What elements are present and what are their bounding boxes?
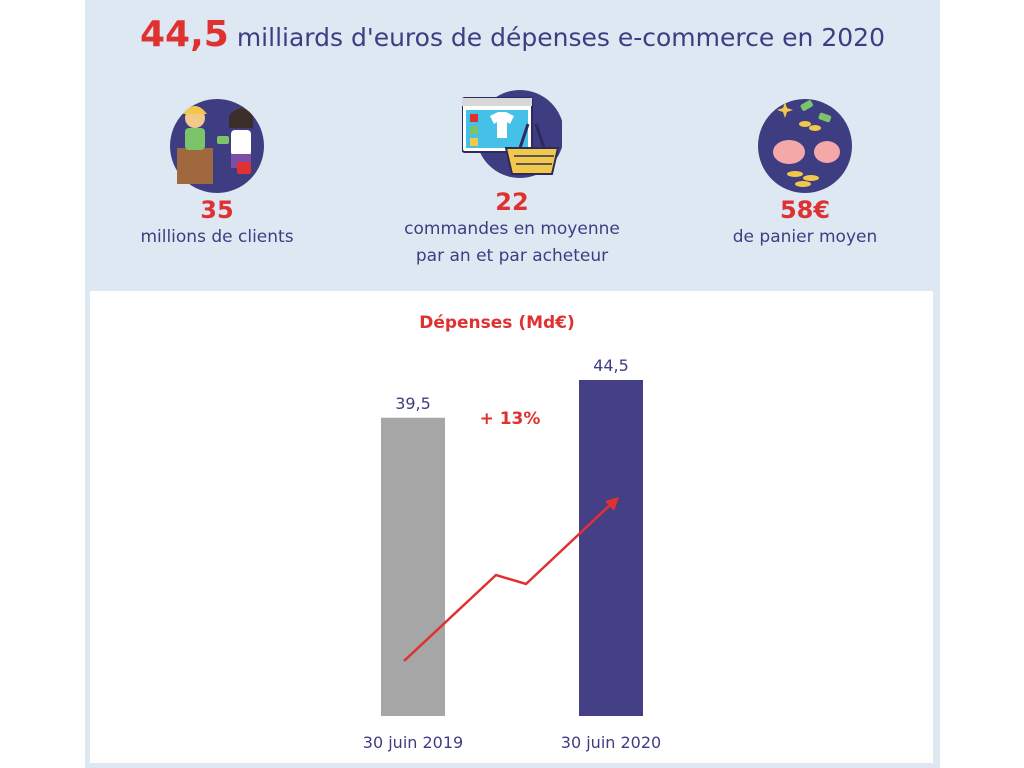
online-shopping-basket-icon — [462, 90, 562, 178]
bar-value-label-1: 39,5 — [395, 394, 431, 413]
growth-trend-arrowhead — [605, 497, 619, 511]
category-label-2: 30 juin 2020 — [561, 733, 661, 752]
bar-group: 39,5 30 juin 2019 44,5 30 juin 2020 — [363, 356, 661, 752]
stat-clients-value: 35 — [200, 196, 234, 224]
shoppers-icon — [170, 99, 264, 193]
bar-1 — [381, 417, 445, 716]
bar-2 — [579, 380, 643, 716]
stat-orders-value: 22 — [495, 188, 529, 216]
headline-text: milliards d'euros de dépenses e-commerce… — [236, 23, 885, 52]
piggy-bank-money-icon — [758, 99, 852, 193]
bar-value-label-2: 44,5 — [593, 356, 629, 375]
growth-trend-arrow — [403, 504, 611, 662]
stat-clients: 35 millions de clients — [87, 96, 347, 251]
stat-basket-value: 58€ — [779, 196, 831, 224]
chart-card: Dépenses (Md€) 39,5 30 juin 2019 44,5 30 ju… — [90, 291, 933, 763]
headline: 44,5 milliards d'euros de dépenses e-comm… — [85, 14, 940, 55]
stat-orders-label-line1: commandes en moyenne — [404, 219, 620, 239]
category-label-1: 30 juin 2019 — [363, 733, 463, 752]
growth-annotation: + 13% — [480, 409, 541, 429]
stat-clients-label: millions de clients — [140, 227, 294, 247]
stat-orders: 22 commandes en moyenne par an et par ac… — [382, 88, 642, 270]
stat-basket-label: de panier moyen — [732, 227, 878, 247]
headline-value: 44,5 — [140, 14, 229, 55]
chart-title: Dépenses (Md€) — [419, 313, 575, 333]
spending-bar-chart: Dépenses (Md€) 39,5 30 juin 2019 44,5 30 ju… — [363, 313, 661, 752]
stat-orders-label-line2: par an et par acheteur — [415, 246, 609, 266]
stat-basket: 58€ de panier moyen — [675, 96, 935, 251]
